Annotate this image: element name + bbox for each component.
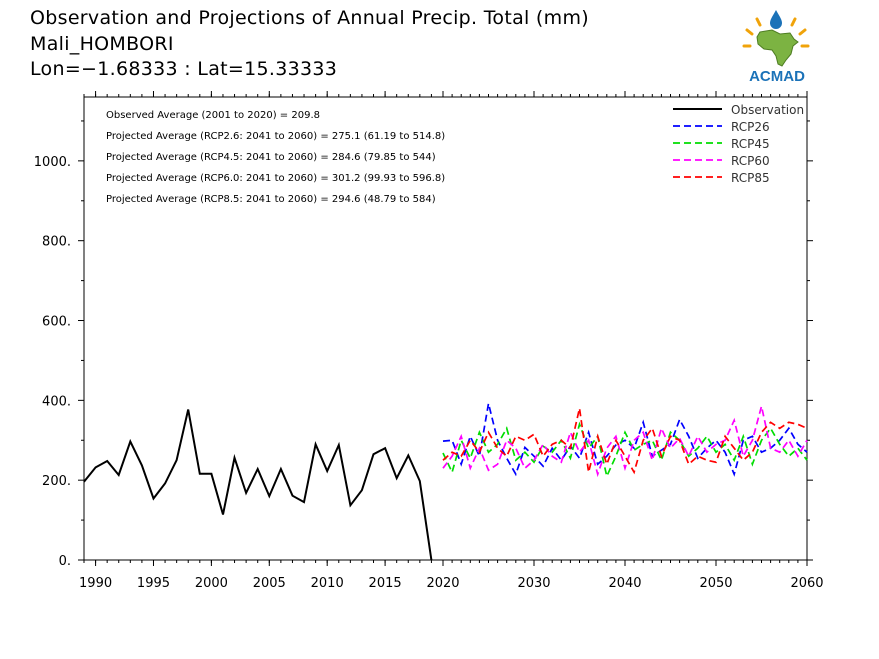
y-tick-label: 200.: [42, 474, 71, 489]
legend-label: RCP60: [731, 154, 770, 168]
x-tick-label: 2060: [790, 576, 823, 591]
legend-label: Observation: [731, 103, 804, 117]
station-coordinates: Lon=−1.68333 : Lat=15.33333: [30, 58, 338, 80]
annotation-line: Projected Average (RCP8.5: 2041 to 2060)…: [106, 194, 436, 205]
annotation-line: Observed Average (2001 to 2020) = 209.8: [106, 110, 320, 121]
annotation-line: Projected Average (RCP4.5: 2041 to 2060)…: [106, 152, 436, 163]
series-line-rcp85: [442, 408, 808, 475]
y-tick-label: 600.: [42, 315, 71, 330]
x-tick-label: 2020: [426, 576, 459, 591]
plot-frame: [83, 96, 808, 561]
legend-label: RCP26: [731, 120, 770, 134]
x-tick-label: 1995: [137, 576, 170, 591]
series-line-observation: [83, 409, 433, 561]
annotation-line: Projected Average (RCP6.0: 2041 to 2060)…: [106, 173, 445, 184]
legend-label: RCP45: [731, 137, 770, 151]
y-tick-label: 0.: [59, 554, 71, 569]
x-tick-label: 2030: [517, 576, 550, 591]
series-line-rcp60: [442, 406, 808, 478]
x-tick-label: 2005: [253, 576, 286, 591]
y-tick-label: 1000.: [34, 155, 71, 170]
africa-raindrop-icon: ACMAD: [742, 10, 810, 85]
x-tick-label: 2040: [608, 576, 641, 591]
annotation-line: Projected Average (RCP2.6: 2041 to 2060)…: [106, 131, 445, 142]
chart-title: Observation and Projections of Annual Pr…: [30, 7, 589, 29]
series-line-rcp26: [442, 403, 808, 477]
y-tick-label: 800.: [42, 235, 71, 250]
logo-text: ACMAD: [749, 68, 805, 85]
x-tick-label: 2000: [195, 576, 228, 591]
x-tick-label: 1990: [79, 576, 112, 591]
series-line-rcp45: [442, 421, 808, 479]
x-tick-label: 2015: [369, 576, 402, 591]
station-name: Mali_HOMBORI: [30, 33, 174, 55]
y-tick-label: 400.: [42, 394, 71, 409]
x-tick-label: 2050: [699, 576, 732, 591]
x-tick-label: 2010: [311, 576, 344, 591]
acmad-logo: ACMAD: [736, 8, 818, 86]
legend-label: RCP85: [731, 171, 770, 185]
